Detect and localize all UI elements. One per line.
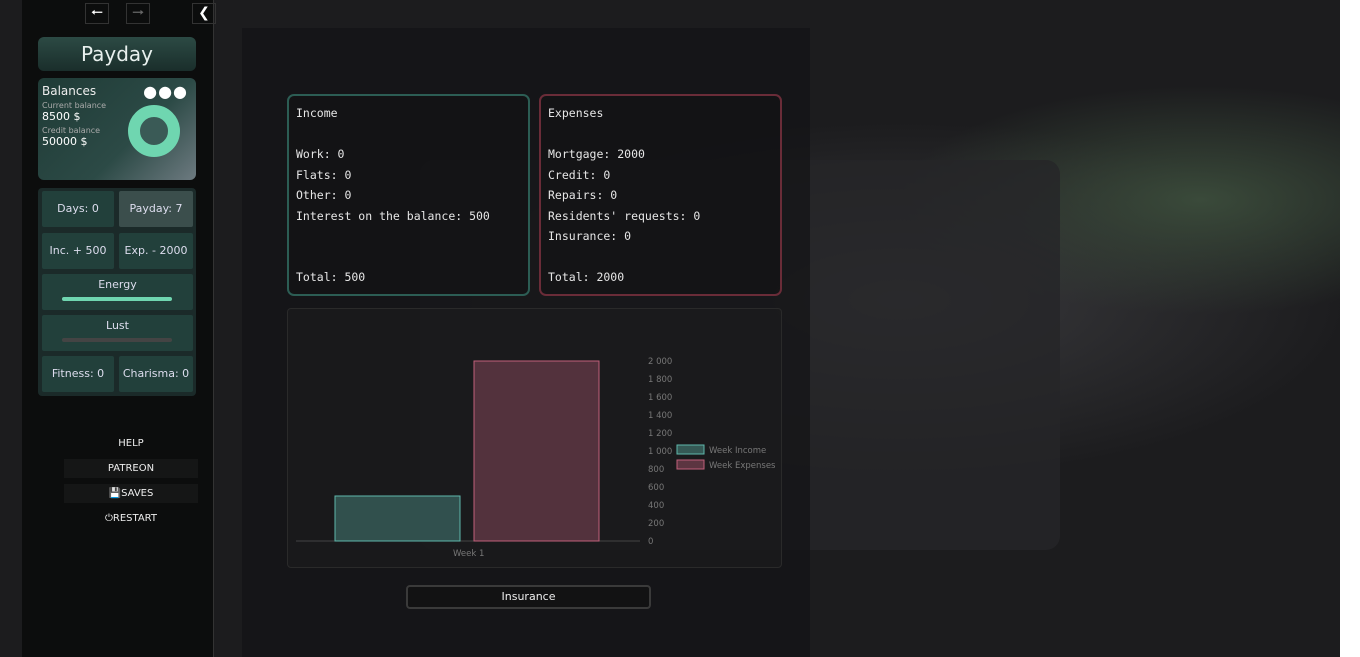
- expense-line: Residents' requests: 0: [548, 208, 701, 223]
- power-icon: ⏻: [104, 513, 113, 524]
- income-expenses-chart: Week Income Week Expenses 0 200 400 600 800 1 0…: [296, 357, 776, 559]
- income-line: Work: 0: [296, 147, 345, 161]
- payday-panel: Income Work: 0 Flats: 0 Other: 0 Interes…: [242, 28, 810, 657]
- balances-title: Balances: [42, 84, 97, 98]
- balance-donut-chart: [128, 105, 180, 157]
- y-tick-label: 0: [648, 537, 653, 547]
- sidebar: 🠀 🠂 ❮ Payday Balances ●●● Current balanc…: [22, 0, 216, 657]
- y-tick-label: 200: [648, 519, 664, 529]
- fitness-stat: Fitness: 0: [42, 356, 114, 392]
- chart-container: Week Income Week Expenses 0 200 400 600 800 1 0…: [287, 308, 782, 568]
- back-button[interactable]: 🠀: [85, 3, 109, 24]
- patreon-button[interactable]: PATREON: [64, 459, 198, 478]
- y-tick-label: 2 000: [648, 357, 672, 367]
- current-balance-value: 8500 $: [42, 110, 81, 123]
- stats-panel: Days: 0 Payday: 7 Inc. + 500 Exp. - 2000…: [38, 188, 196, 396]
- y-tick-label: 1 600: [648, 393, 672, 403]
- days-stat: Days: 0: [42, 191, 114, 227]
- payday-title: Payday: [38, 37, 196, 71]
- lust-label: Lust: [106, 319, 129, 332]
- restart-label: RESTART: [112, 513, 158, 524]
- legend-label: Week Income: [709, 446, 766, 456]
- energy-bar: [62, 297, 172, 301]
- expense-line: Repairs: 0: [548, 188, 618, 202]
- y-tick-label: 1 400: [648, 411, 672, 421]
- y-tick-label: 800: [648, 465, 664, 475]
- saves-label: SAVES: [121, 488, 154, 499]
- charisma-stat: Charisma: 0: [119, 356, 193, 392]
- y-tick-label: 400: [648, 501, 664, 511]
- energy-label: Energy: [98, 278, 137, 291]
- expense-line: Mortgage: 2000: [548, 147, 645, 161]
- credit-balance-value: 50000 $: [42, 135, 88, 148]
- current-balance-label: Current balance: [42, 101, 107, 110]
- y-tick-label: 1 200: [648, 429, 672, 439]
- lust-stat: Lust: [42, 315, 193, 351]
- expenses-title: Expenses: [548, 106, 604, 120]
- save-icon: 💾: [108, 488, 122, 499]
- bar-week-expenses: [473, 360, 600, 542]
- income-line: Flats: 0: [296, 167, 352, 182]
- income-box: Income Work: 0 Flats: 0 Other: 0 Interes…: [287, 94, 530, 296]
- payday-stat: Payday: 7: [119, 191, 193, 227]
- energy-stat: Energy: [42, 274, 193, 310]
- balances-card: Balances ●●● Current balance 8500 $ Cred…: [38, 78, 196, 180]
- expense-line: Credit: 0: [548, 167, 611, 182]
- x-tick-label: Week 1: [453, 549, 484, 559]
- credit-balance-label: Credit balance: [42, 126, 101, 135]
- expenses-stat: Exp. - 2000: [119, 233, 193, 269]
- legend-swatch: [676, 444, 705, 455]
- window-edge: [1340, 0, 1360, 657]
- income-line: Other: 0: [296, 188, 352, 202]
- insurance-button[interactable]: Insurance: [406, 585, 651, 609]
- income-title: Income: [296, 106, 338, 120]
- bar-week-income: [334, 495, 461, 542]
- y-tick-label: 1 000: [648, 447, 672, 457]
- expenses-total: Total: 2000: [548, 270, 625, 284]
- expense-line: Insurance: 0: [548, 229, 632, 243]
- legend-label: Week Expenses: [709, 461, 776, 471]
- expenses-box: Expenses Mortgage: 2000 Credit: 0 Repair…: [539, 94, 782, 296]
- more-options-icon[interactable]: ●●●: [143, 82, 188, 101]
- lust-bar: [62, 338, 172, 342]
- legend-swatch: [676, 459, 705, 470]
- collapse-sidebar-button[interactable]: ❮: [192, 3, 216, 24]
- energy-bar-fill: [62, 297, 172, 301]
- saves-button[interactable]: 💾SAVES: [64, 484, 198, 503]
- income-stat: Inc. + 500: [42, 233, 114, 269]
- y-tick-label: 1 800: [648, 375, 672, 385]
- forward-button[interactable]: 🠂: [126, 3, 150, 24]
- income-total: Total: 500: [296, 270, 366, 284]
- y-tick-label: 600: [648, 483, 664, 493]
- restart-button[interactable]: ⏻RESTART: [64, 509, 198, 528]
- help-button[interactable]: HELP: [118, 438, 144, 449]
- income-line: Interest on the balance: 500: [296, 208, 490, 223]
